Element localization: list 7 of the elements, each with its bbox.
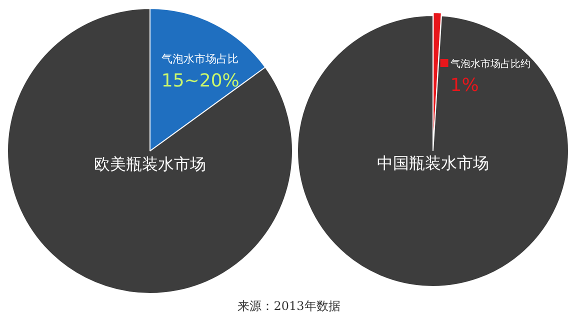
slice-label: 气泡水市场占比	[161, 52, 238, 66]
source-note: 来源：2013年数据	[236, 298, 342, 315]
legend-label: 气泡水市场占比约	[450, 58, 530, 70]
slice-label: 欧美瓶装水市场	[94, 154, 206, 174]
slice-label: 中国瓶装水市场	[377, 154, 489, 173]
data-label: 1%	[450, 74, 479, 96]
data-label: 15~20%	[161, 70, 240, 92]
